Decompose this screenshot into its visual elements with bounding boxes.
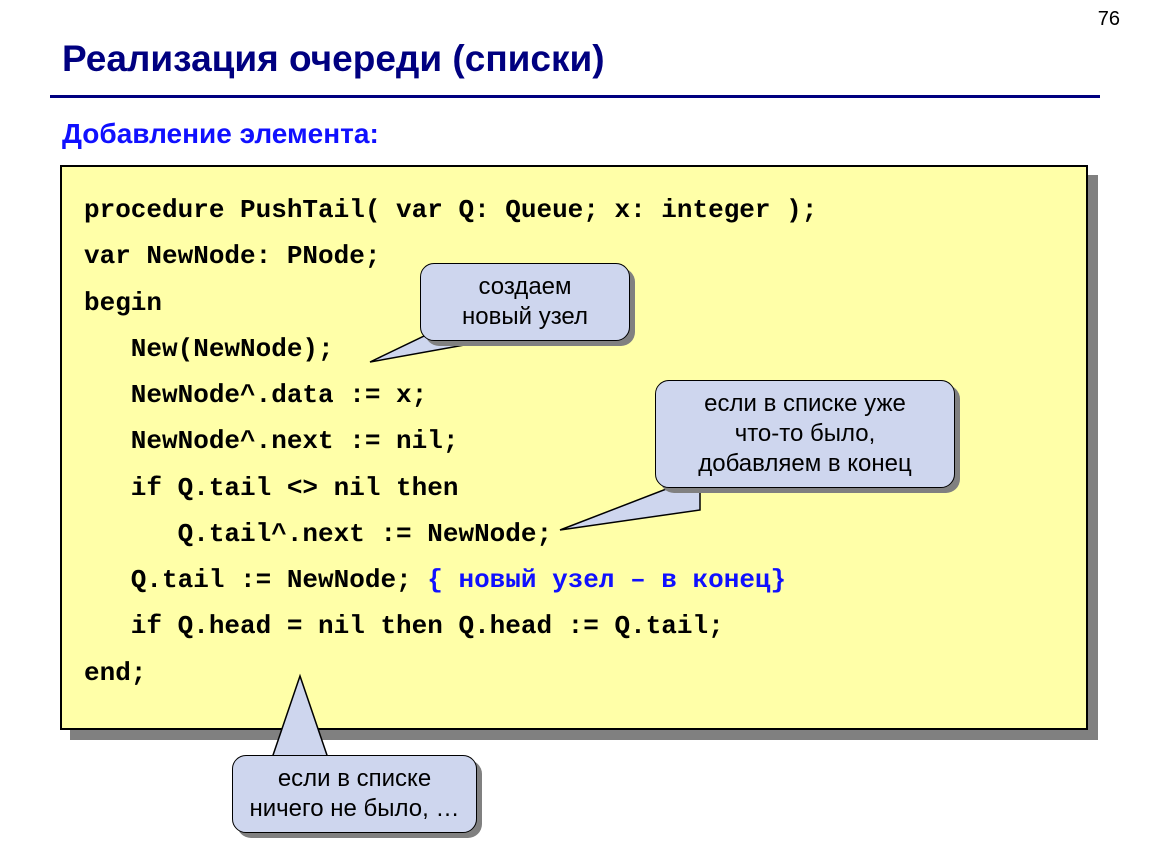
callout-2-line1: если в списке уже: [704, 389, 906, 419]
code-line-1: procedure PushTail( var Q: Queue; x: int…: [84, 187, 1064, 233]
code-line-10: if Q.head = nil then Q.head := Q.tail;: [84, 603, 1064, 649]
page-number: 76: [1098, 8, 1120, 31]
slide-title: Реализация очереди (списки): [62, 38, 605, 80]
callout-2: если в списке уже что-то было, добавляем…: [655, 380, 955, 488]
callout-1-line2: новый узел: [462, 302, 588, 332]
code-line-9a: Q.tail := NewNode;: [84, 565, 427, 595]
code-line-9: Q.tail := NewNode; { новый узел – в коне…: [84, 557, 1064, 603]
section-heading: Добавление элемента:: [62, 118, 379, 150]
title-underline: [50, 95, 1100, 98]
code-line-11: end;: [84, 650, 1064, 696]
callout-3-line2: ничего не было, …: [250, 794, 460, 824]
callout-3-tail: [260, 668, 370, 768]
callout-3-line1: если в списке: [278, 764, 431, 794]
callout-2-line2: что-то было,: [735, 419, 876, 449]
callout-2-line3: добавляем в конец: [698, 449, 912, 479]
code-comment: { новый узел – в конец}: [427, 565, 786, 595]
callout-1: создаем новый узел: [420, 263, 630, 341]
callout-3: если в списке ничего не было, …: [232, 755, 477, 833]
callout-1-line1: создаем: [478, 272, 571, 302]
